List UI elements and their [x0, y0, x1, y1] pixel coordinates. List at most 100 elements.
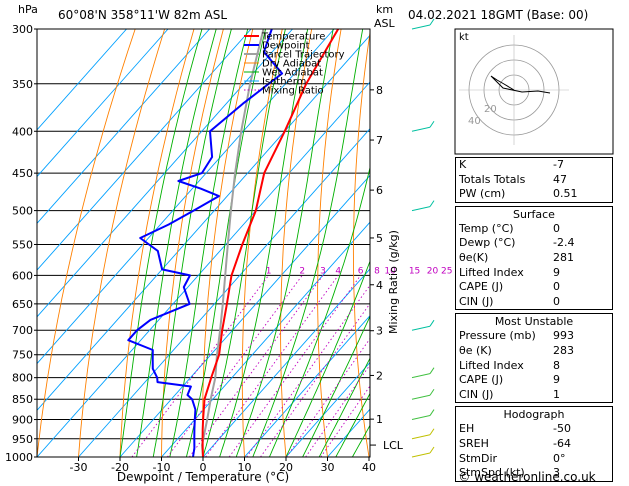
pressure-tick-label: 750 [12, 349, 33, 362]
wet-adiabat-line [252, 29, 364, 457]
dry-adiabat-line [161, 29, 224, 457]
index-value: 993 [553, 329, 574, 343]
dry-adiabat-line [352, 29, 370, 457]
index-value: 283 [553, 343, 574, 357]
dry-adiabat-line [37, 29, 136, 457]
isotherm-line [37, 29, 293, 318]
indices-panel: K -7 Totals Totals 47 PW (cm) 0.51 Surface Te… [455, 157, 613, 485]
wind-barb-flag [429, 446, 435, 454]
wet-adiabat-line [268, 165, 370, 457]
legend-entry: Isotherm [262, 77, 306, 88]
pressure-tick-label: 1000 [5, 451, 33, 464]
hodograph-unit-label: kt [459, 32, 469, 43]
index-value: 281 [553, 250, 574, 264]
km-tick-label: 8 [376, 84, 383, 97]
index-value: -50 [553, 422, 571, 436]
dry-adiabat-line [78, 29, 166, 457]
wet-adiabat-line [202, 29, 286, 457]
index-row: EH -50 [456, 422, 612, 437]
mixing-ratio-line [167, 275, 303, 457]
index-value: -64 [553, 436, 571, 450]
km-tick-label: 4 [376, 279, 383, 292]
pressure-tick-label: 300 [12, 23, 33, 36]
index-row: Temp (°C) 0 [456, 222, 612, 237]
pressure-tick-label: 450 [12, 167, 33, 180]
index-value: 3 [553, 466, 560, 480]
pressure-tick-label: 850 [12, 393, 33, 406]
isotherm-line [37, 29, 127, 131]
index-value: 0.51 [553, 187, 578, 201]
km-tick-label: 7 [376, 134, 383, 147]
isotherm-line [37, 29, 210, 225]
index-label: θe (K) [459, 343, 492, 357]
temperature-tick-label: 40 [362, 461, 376, 474]
wind-barb-staff [411, 415, 431, 421]
hodograph-ring-label: 20 [484, 104, 497, 115]
wind-barb-staff [411, 434, 431, 440]
wet-adiabat-line [219, 29, 309, 457]
index-label: Lifted Index [459, 358, 524, 372]
index-value: 1 [553, 387, 560, 401]
index-value: 0 [553, 221, 560, 235]
index-label: SREH [459, 436, 489, 450]
index-row: Lifted Index 8 [456, 359, 612, 374]
mixing-ratio-line [305, 364, 370, 457]
hodograph-trace [490, 75, 551, 94]
legend-entry: Dewpoint [262, 41, 310, 52]
mixing-ratio-label: 25 [441, 266, 452, 276]
index-row: CIN (J) 1 [456, 388, 612, 403]
index-row: θe(K) 281 [456, 251, 612, 266]
wind-barb-flag [429, 200, 435, 207]
isotherm-line [161, 221, 370, 457]
mixing-ratio-label: 6 [358, 266, 364, 276]
dry-adiabat-line [241, 29, 283, 457]
mixing-ratio-label: 15 [409, 266, 420, 276]
wind-barb-staff [411, 452, 431, 458]
legend-entry: Wet Adiabat [262, 68, 323, 79]
index-row: CAPE (J) 9 [456, 373, 612, 388]
index-value: 47 [553, 172, 567, 186]
mixing-ratio-label: 10 [384, 266, 396, 276]
index-value: 0 [553, 294, 560, 308]
index-row: StmDir 0° [456, 452, 612, 467]
axes: 3003504004505005506006507007508008509009… [5, 23, 452, 474]
index-row: PW (cm) 0.51 [456, 187, 612, 202]
wind-barb-staff [411, 24, 431, 30]
index-label: Temp (°C) [459, 221, 514, 235]
index-label: CIN (J) [459, 387, 494, 401]
legend-entry: Parcel Trajectory [262, 50, 345, 61]
mixing-ratio-line [131, 275, 269, 457]
index-label: StmSpd (kt) [459, 466, 525, 480]
index-label: CAPE (J) [459, 280, 504, 294]
index-row: CAPE (J) 0 [456, 280, 612, 295]
dry-adiabat-line [119, 29, 195, 457]
index-value: 9 [553, 265, 560, 279]
hodograph-indices-block: Hodograph EH -50 SREH -64 StmDir 0° StmSpd (kt… [455, 406, 613, 482]
asl-unit-label: ASL [374, 17, 396, 30]
km-unit-label: km [376, 3, 393, 16]
parcel-trajectory-line [201, 29, 265, 457]
wind-barb-staff [411, 206, 431, 212]
x-axis-title: Dewpoint / Temperature (°C) [117, 470, 289, 484]
lcl-label: LCL [383, 439, 404, 452]
index-label: CAPE (J) [459, 373, 504, 387]
index-value: -7 [553, 158, 564, 171]
index-label: CIN (J) [459, 294, 494, 308]
index-label: Totals Totals [459, 172, 526, 186]
wet-adiabat-line [335, 392, 370, 457]
mixing-ratio-line [189, 275, 324, 457]
wet-adiabat-line [119, 29, 203, 457]
pressure-tick-label: 600 [12, 269, 33, 282]
isotherm-line [202, 268, 370, 457]
wind-barb-flag [429, 367, 435, 374]
index-label: K [459, 158, 467, 171]
surface-title: Surface [513, 207, 555, 221]
temperature-tick-label: 10 [238, 461, 252, 474]
mixing-ratio-label: 8 [374, 266, 380, 276]
date-label: 04.02.2021 18GMT (Base: 00) [408, 8, 588, 22]
dry-adiabat-line [422, 29, 452, 457]
temperature-line [201, 29, 340, 457]
legend-entry: Temperature [261, 32, 325, 43]
